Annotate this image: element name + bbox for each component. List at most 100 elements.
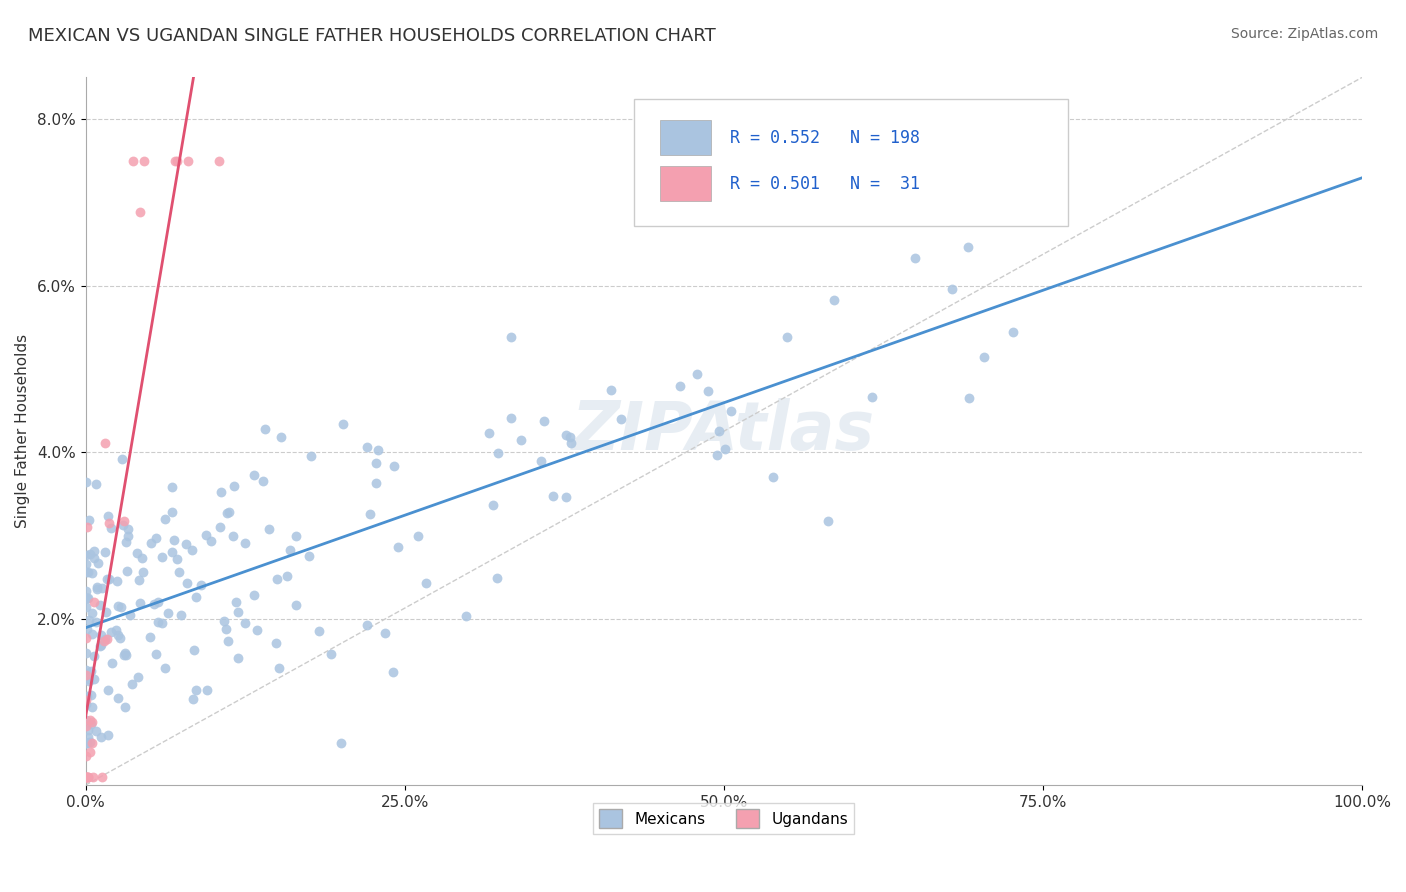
Point — [166, 551, 188, 566]
Point — [150, 615, 173, 630]
Point — [87, 556, 110, 570]
Point — [456, 609, 478, 624]
Point — [75, 558, 97, 572]
Point — [163, 533, 186, 547]
Point — [215, 507, 238, 521]
Point — [541, 489, 564, 503]
Point — [82, 736, 104, 750]
Point — [235, 616, 257, 631]
Point — [174, 537, 197, 551]
Point — [669, 379, 692, 393]
Point — [221, 529, 243, 543]
Point — [75, 736, 97, 750]
Point — [482, 499, 505, 513]
Point — [382, 665, 405, 679]
Point — [75, 548, 97, 562]
Point — [115, 535, 138, 549]
Point — [228, 605, 250, 619]
Point — [80, 715, 103, 730]
Point — [114, 700, 136, 714]
Point — [477, 425, 499, 440]
Point — [79, 713, 101, 727]
Point — [215, 623, 238, 637]
Point — [79, 613, 101, 627]
Point — [83, 543, 105, 558]
Point — [243, 468, 266, 483]
Point — [319, 647, 342, 661]
Point — [75, 719, 97, 733]
Point — [367, 442, 389, 457]
Point — [509, 434, 531, 448]
Point — [110, 599, 132, 614]
Point — [128, 596, 150, 610]
Point — [131, 551, 153, 566]
Point — [246, 624, 269, 638]
Point — [153, 661, 176, 675]
Point — [115, 648, 138, 662]
Point — [76, 736, 98, 750]
Point — [77, 770, 100, 784]
Point — [117, 522, 139, 536]
Point — [184, 591, 207, 605]
Point — [533, 414, 555, 428]
Point — [83, 595, 105, 609]
Point — [75, 770, 97, 784]
Point — [226, 651, 249, 665]
Point — [686, 367, 709, 381]
Text: R = 0.501   N =  31: R = 0.501 N = 31 — [730, 175, 920, 193]
Point — [111, 451, 134, 466]
Point — [364, 476, 387, 491]
Legend: Mexicans, Ugandans: Mexicans, Ugandans — [593, 803, 855, 834]
Point — [160, 504, 183, 518]
Point — [79, 547, 101, 561]
FancyBboxPatch shape — [634, 99, 1069, 226]
Point — [94, 436, 117, 450]
Point — [96, 572, 118, 586]
Point — [332, 417, 354, 432]
Point — [91, 581, 114, 595]
Point — [299, 449, 322, 463]
Point — [77, 565, 100, 579]
Point — [176, 575, 198, 590]
Point — [132, 565, 155, 579]
Point — [252, 475, 274, 489]
Point — [415, 575, 437, 590]
Point — [560, 436, 582, 450]
Point — [77, 513, 100, 527]
Point — [264, 636, 287, 650]
Point — [209, 484, 232, 499]
Point — [374, 626, 396, 640]
Point — [1001, 325, 1024, 339]
Point — [114, 646, 136, 660]
Point — [141, 536, 163, 550]
Point — [486, 571, 509, 585]
Point — [253, 422, 276, 436]
Point — [98, 516, 121, 530]
Point — [75, 770, 97, 784]
Point — [82, 770, 104, 784]
Point — [121, 677, 143, 691]
Point — [555, 427, 578, 442]
Point — [75, 713, 97, 727]
Point — [86, 580, 108, 594]
Point — [115, 564, 138, 578]
Point — [166, 153, 188, 168]
Point — [153, 512, 176, 526]
Point — [959, 391, 981, 405]
Point — [94, 632, 117, 647]
Point — [183, 643, 205, 657]
Point — [93, 634, 115, 648]
Point — [97, 683, 120, 698]
Point — [75, 600, 97, 615]
Point — [529, 453, 551, 467]
Point — [941, 282, 963, 296]
Point — [75, 631, 97, 645]
Point — [330, 736, 353, 750]
Point — [80, 566, 103, 581]
Point — [862, 391, 884, 405]
Point — [609, 412, 631, 426]
Point — [560, 430, 582, 444]
Point — [190, 578, 212, 592]
Text: ZIPAtlas: ZIPAtlas — [572, 398, 876, 464]
Point — [84, 615, 107, 630]
